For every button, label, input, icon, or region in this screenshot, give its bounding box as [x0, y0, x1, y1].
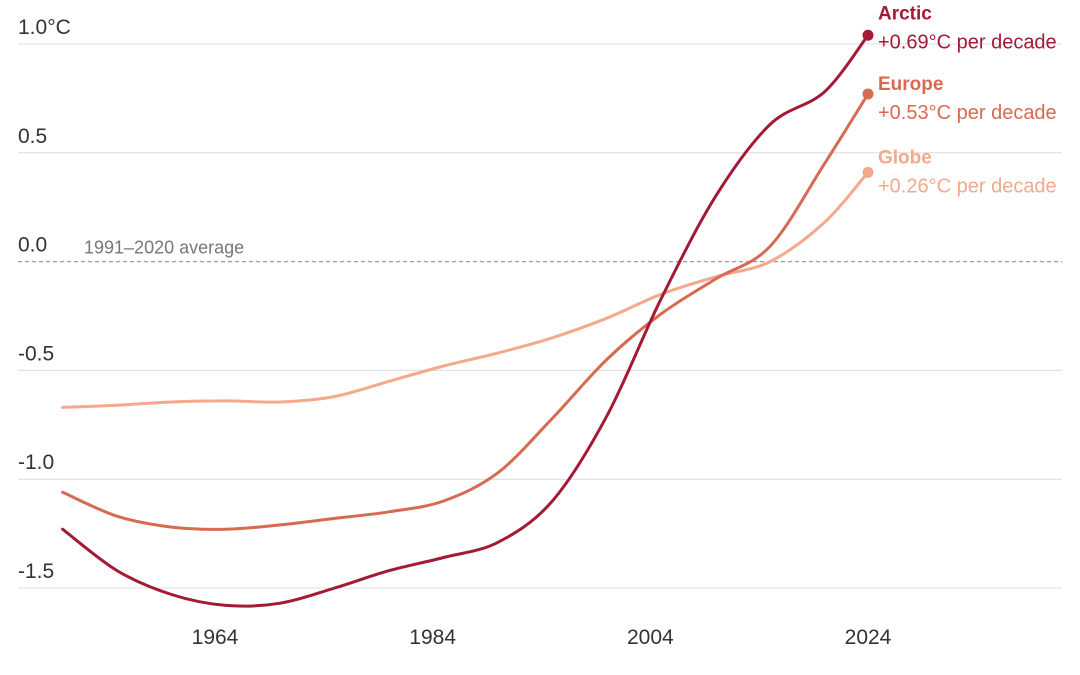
- y-tick-label: -0.5: [18, 342, 54, 365]
- x-tick-label: 2004: [627, 626, 674, 649]
- x-axis-ticks: 1964 1984 2004 2024: [192, 626, 892, 649]
- series-line-globe: [61, 170, 870, 409]
- series-endpoint-arctic: [862, 29, 874, 41]
- y-tick-label: 1.0°C: [18, 16, 71, 39]
- series-rate-europe: +0.53°C per decade: [878, 102, 1057, 124]
- series-name-europe: Europe: [878, 74, 943, 95]
- series-endpoint-globe: [862, 166, 874, 178]
- series-name-arctic: Arctic: [878, 3, 932, 24]
- reference-average-label: 1991–2020 average: [84, 238, 244, 258]
- reference-line-group: 1991–2020 average: [18, 238, 1062, 263]
- y-tick-label: 0.0: [18, 234, 47, 257]
- x-tick-label: 2024: [845, 626, 892, 649]
- y-tick-label: 0.5: [18, 125, 47, 148]
- x-tick-label: 1964: [192, 626, 239, 649]
- y-tick-label: -1.5: [18, 560, 54, 583]
- series-rate-globe: +0.26°C per decade: [878, 175, 1057, 197]
- series-lines: [61, 29, 874, 608]
- x-tick-label: 1984: [409, 626, 456, 649]
- series-name-globe: Globe: [878, 147, 932, 168]
- series-line-europe: [61, 92, 870, 531]
- series-rate-arctic: +0.69°C per decade: [878, 31, 1057, 53]
- y-axis-ticks: 1.0°C 0.5 0.0 -0.5 -1.0 -1.5: [18, 16, 71, 583]
- series-line-arctic: [61, 33, 870, 608]
- series-labels: Globe +0.26°C per decade Europe +0.53°C per…: [878, 3, 1057, 197]
- gridlines: [18, 43, 1062, 589]
- series-endpoint-europe: [862, 88, 874, 100]
- y-tick-label: -1.0: [18, 451, 54, 474]
